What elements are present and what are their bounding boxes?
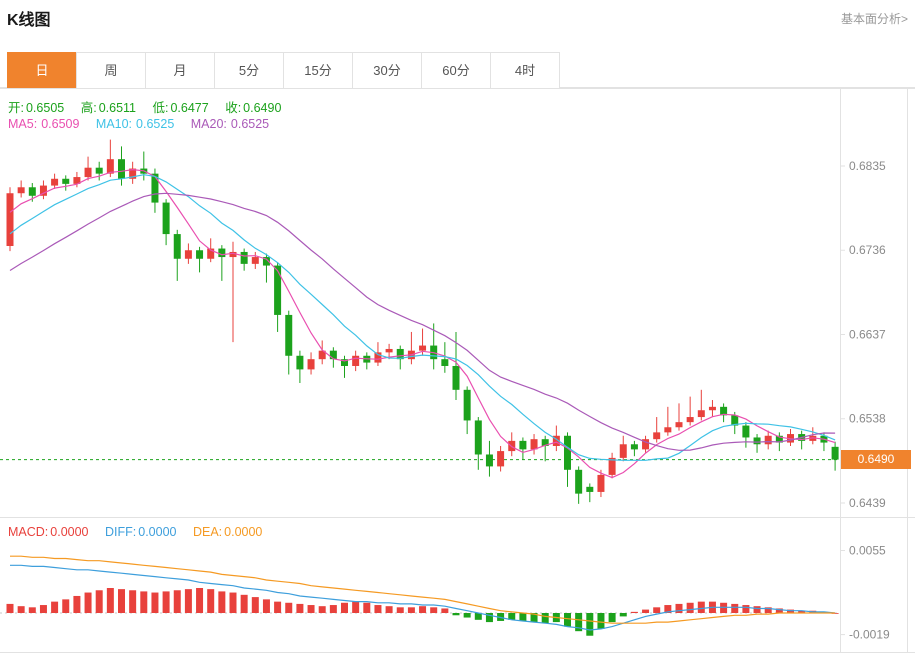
tab-60min[interactable]: 60分 [421,52,491,88]
y-axis-label: -0.0019 [849,628,890,642]
chart-area: 0.6835 0.6736 0.6637 0.6538 0.6439 0.0055 -0.0… [0,88,915,653]
macd-value: 0.0000 [50,525,89,539]
low-value: 0.6477 [170,101,209,115]
y-axis-label: 0.6538 [849,412,886,426]
ma-legend: MA5: 0.6509 MA10: 0.6525 MA20: 0.6525 [8,117,282,131]
tab-week[interactable]: 周 [76,52,146,88]
tab-month[interactable]: 月 [145,52,215,88]
ma5-label: MA5: [8,117,38,131]
diff-line [10,564,836,631]
ma10-value: 0.6525 [136,117,175,131]
open-value: 0.6505 [25,101,65,115]
fundamental-analysis-link[interactable]: 基本面分析> [840,11,908,26]
current-price-tag: 0.6490 [841,450,911,470]
dea-label: DEA: [192,525,223,539]
ma5-value: 0.6509 [41,117,80,131]
close-label: 收: [225,101,242,115]
close-readout: 收: 0.6490 [225,101,281,115]
open-readout: 开: 0.6505 [8,101,64,115]
ma20-value: 0.6525 [230,117,270,131]
high-readout: 高: 0.6511 [81,101,136,115]
low-label: 低: [152,101,169,115]
dea-line [10,555,836,624]
dea-readout: DEA: 0.0000 [193,525,262,539]
macd-histogram [6,587,839,636]
ma20-line [9,192,836,451]
y-axis-label: 0.6439 [849,496,886,510]
y-axis-label: 0.0055 [849,543,886,557]
tab-day[interactable]: 日 [7,52,77,88]
interval-tabs: 日周月 5分 15分 30分 60分 4时 [0,52,915,88]
tab-4h[interactable]: 4时 [490,52,560,88]
header: K线图 基本面分析> [0,0,915,36]
ma10-readout: MA10: 0.6525 [96,117,174,131]
macd-label: MACD: [8,525,49,539]
macd-legend: MACD: 0.0000 DIFF: 0.0000 DEA: 0.0000 [8,525,275,539]
open-label: 开: [8,101,24,115]
low-readout: 低: 0.6477 [152,101,208,115]
candlesticks [6,139,839,504]
diff-value: 0.0000 [138,525,177,539]
ma5-readout: MA5: 0.6509 [8,117,79,131]
y-axis-label: 0.6835 [849,159,886,173]
ma10-line [9,174,836,461]
close-value: 0.6490 [243,101,282,115]
dea-value: 0.0000 [224,525,263,539]
tab-30min[interactable]: 30分 [352,52,422,88]
high-value: 0.6511 [98,101,136,115]
y-axis-label: 0.6637 [849,327,886,341]
diff-readout: DIFF: 0.0000 [105,525,176,539]
ma20-readout: MA20: 0.6525 [191,117,269,131]
tab-15min[interactable]: 15分 [283,52,353,88]
ohlc-legend: 开: 0.6505 高: 0.6511 低: 0.6477 收: 0.6490 [8,97,294,116]
ma10-label: MA10: [95,117,133,131]
ma20-label: MA20: [190,117,227,131]
page-title: K线图 [7,12,51,29]
y-axis-label: 0.6736 [849,243,886,257]
tab-5min[interactable]: 5分 [214,52,284,88]
macd-readout: MACD: 0.0000 [8,525,89,539]
high-label: 高: [80,101,97,115]
kline-chart-canvas[interactable]: 0.6835 0.6736 0.6637 0.6538 0.6439 0.0055 -0.0… [0,88,915,653]
diff-label: DIFF: [105,525,137,539]
price-axis: 0.6835 0.6736 0.6637 0.6538 0.6439 0.0055 -0.0… [840,159,890,642]
ma5-line [9,168,836,479]
